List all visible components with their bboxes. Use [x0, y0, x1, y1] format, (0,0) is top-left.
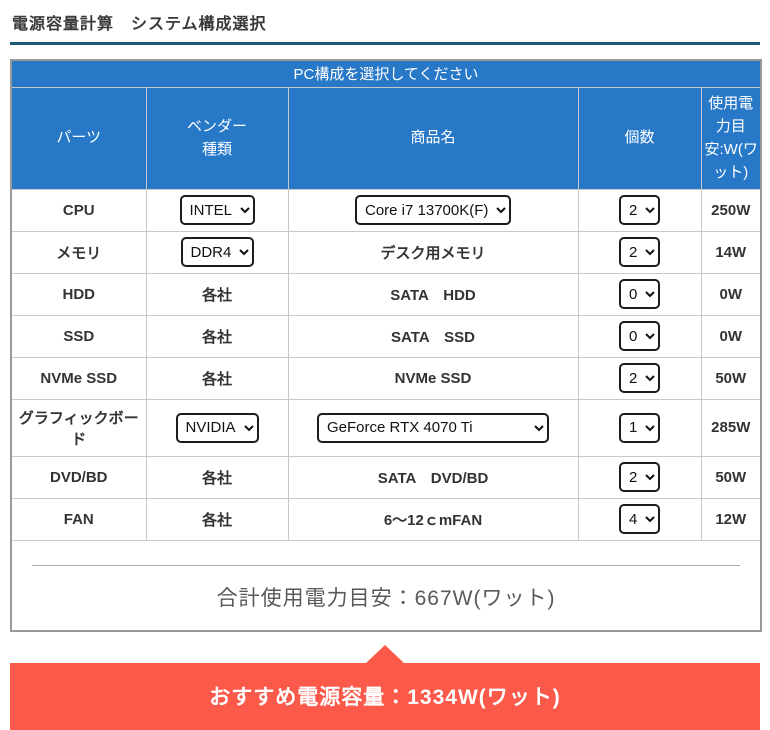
product-name: デスク用メモリ — [287, 230, 579, 274]
table-row-dvd: DVD/BD 各社 SATA DVD/BD 2 50W — [10, 455, 762, 499]
product-name: SATA DVD/BD — [287, 455, 579, 499]
part-label: グラフィックボード — [10, 398, 147, 457]
watt-value: 285W — [700, 398, 762, 457]
table-header-row: パーツ ベンダー 種類 商品名 個数 使用電力目安:W(ワット) — [10, 86, 762, 190]
part-label: SSD — [10, 314, 147, 358]
total-power-label: 合計使用電力目安：667W(ワット) — [216, 586, 556, 610]
column-header-product: 商品名 — [287, 86, 579, 190]
title-divider — [10, 42, 760, 45]
column-header-part: パーツ — [10, 86, 147, 190]
memory-count-select[interactable]: 2 — [619, 237, 660, 267]
page-title: 電源容量計算 システム構成選択 — [12, 16, 267, 33]
table-row-hdd: HDD 各社 SATA HDD 0 0W — [10, 272, 762, 316]
watt-value: 50W — [700, 455, 762, 499]
watt-value: 50W — [700, 356, 762, 400]
product-name: 6～12ｃmFAN — [287, 497, 579, 541]
gpu-vendor-select[interactable]: NVIDIA — [175, 412, 259, 443]
cpu-product-select[interactable]: Core i7 13700K(F) — [355, 195, 511, 225]
table-caption: PC構成を選択してください — [10, 59, 762, 88]
watt-value: 0W — [700, 272, 762, 316]
part-label: HDD — [10, 272, 147, 316]
part-label: DVD/BD — [10, 455, 147, 499]
total-divider — [32, 564, 741, 566]
vendor-name: 各社 — [145, 455, 289, 499]
watt-value: 0W — [700, 314, 762, 358]
cpu-vendor-select[interactable]: INTEL — [179, 195, 255, 225]
vendor-name: 各社 — [145, 314, 289, 358]
table-row-memory: メモリ DDR4 デスク用メモリ 2 14W — [10, 230, 762, 274]
part-label: メモリ — [10, 230, 147, 274]
cpu-count-select[interactable]: 2 — [619, 195, 660, 225]
hdd-count-select[interactable]: 0 — [619, 279, 660, 309]
nvme-count-select[interactable]: 2 — [619, 363, 660, 393]
table-row-gpu: グラフィックボード NVIDIA GeForce RTX 4070 Ti 1 2… — [10, 398, 762, 457]
recommended-psu-banner: おすすめ電源容量：1334W(ワット) — [10, 662, 760, 730]
gpu-count-select[interactable]: 1 — [619, 412, 660, 443]
column-header-count: 個数 — [577, 86, 702, 190]
product-name: SATA HDD — [287, 272, 579, 316]
table-caption-row: PC構成を選択してください — [10, 59, 762, 88]
watt-value: 250W — [700, 188, 762, 232]
column-header-vendor: ベンダー 種類 — [145, 86, 289, 190]
part-label: FAN — [10, 497, 147, 541]
watt-value: 12W — [700, 497, 762, 541]
product-name: NVMe SSD — [287, 356, 579, 400]
part-label: CPU — [10, 188, 147, 232]
vendor-name: 各社 — [145, 272, 289, 316]
vendor-name: 各社 — [145, 356, 289, 400]
column-header-watt: 使用電力目安:W(ワット) — [700, 86, 762, 190]
part-label: NVMe SSD — [10, 356, 147, 400]
dvd-count-select[interactable]: 2 — [619, 462, 660, 492]
fan-count-select[interactable]: 4 — [619, 504, 660, 534]
pc-config-table: PC構成を選択してください パーツ ベンダー 種類 商品名 個数 使用電力目安:… — [10, 59, 763, 632]
table-row-nvme: NVMe SSD 各社 NVMe SSD 2 50W — [10, 356, 762, 400]
total-row: 合計使用電力目安：667W(ワット) — [10, 539, 762, 631]
gpu-product-select[interactable]: GeForce RTX 4070 Ti — [317, 412, 549, 443]
vendor-name: 各社 — [145, 497, 289, 541]
arrow-up-icon — [366, 644, 404, 663]
table-row-ssd: SSD 各社 SATA SSD 0 0W — [10, 314, 762, 358]
recommended-psu-label: おすすめ電源容量：1334W(ワット) — [209, 686, 561, 709]
memory-vendor-select[interactable]: DDR4 — [180, 237, 254, 267]
table-row-fan: FAN 各社 6～12ｃmFAN 4 12W — [10, 497, 762, 541]
ssd-count-select[interactable]: 0 — [619, 321, 660, 351]
watt-value: 14W — [700, 230, 762, 274]
table-row-cpu: CPU INTEL Core i7 13700K(F) 2 250W — [10, 188, 762, 232]
product-name: SATA SSD — [287, 314, 579, 358]
